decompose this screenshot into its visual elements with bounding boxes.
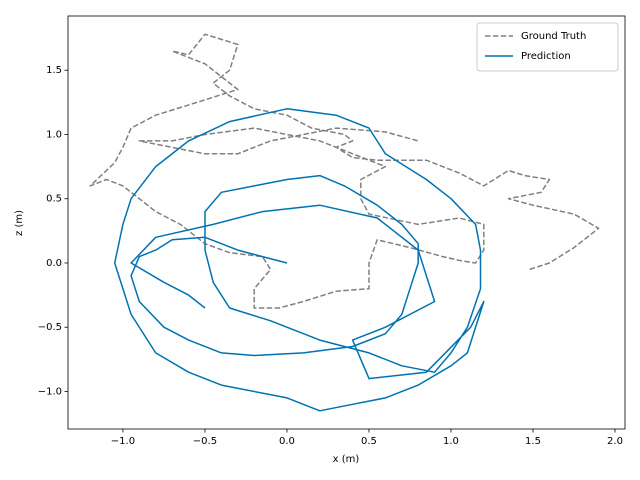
legend: Ground Truth Prediction [476, 22, 619, 72]
x-tick-label: 1.0 [443, 436, 459, 447]
legend-label: Prediction [521, 51, 571, 62]
x-tick-label: 1.5 [525, 436, 541, 447]
x-tick-label: 2.0 [607, 436, 623, 447]
x-tick-label: −0.5 [193, 436, 217, 447]
legend-label: Ground Truth [521, 31, 586, 42]
plot-frame [67, 15, 626, 430]
series-line [113, 108, 485, 412]
y-tick-label: 1.0 [46, 129, 62, 140]
y-tick-label: 1.5 [46, 65, 62, 76]
y-tick-label: −1.0 [38, 386, 62, 397]
x-axis-label: x (m) [333, 454, 360, 465]
legend-box [476, 22, 619, 72]
x-tick-label: −1.0 [111, 436, 135, 447]
series-line [89, 33, 600, 309]
x-tick-label: 0.0 [279, 436, 295, 447]
y-tick-label: 0.5 [46, 194, 62, 205]
y-axis-label: z (m) [14, 210, 25, 236]
x-tick-label: 0.5 [361, 436, 377, 447]
y-tick-label: −0.5 [38, 322, 62, 333]
y-tick-label: 0.0 [46, 258, 62, 269]
